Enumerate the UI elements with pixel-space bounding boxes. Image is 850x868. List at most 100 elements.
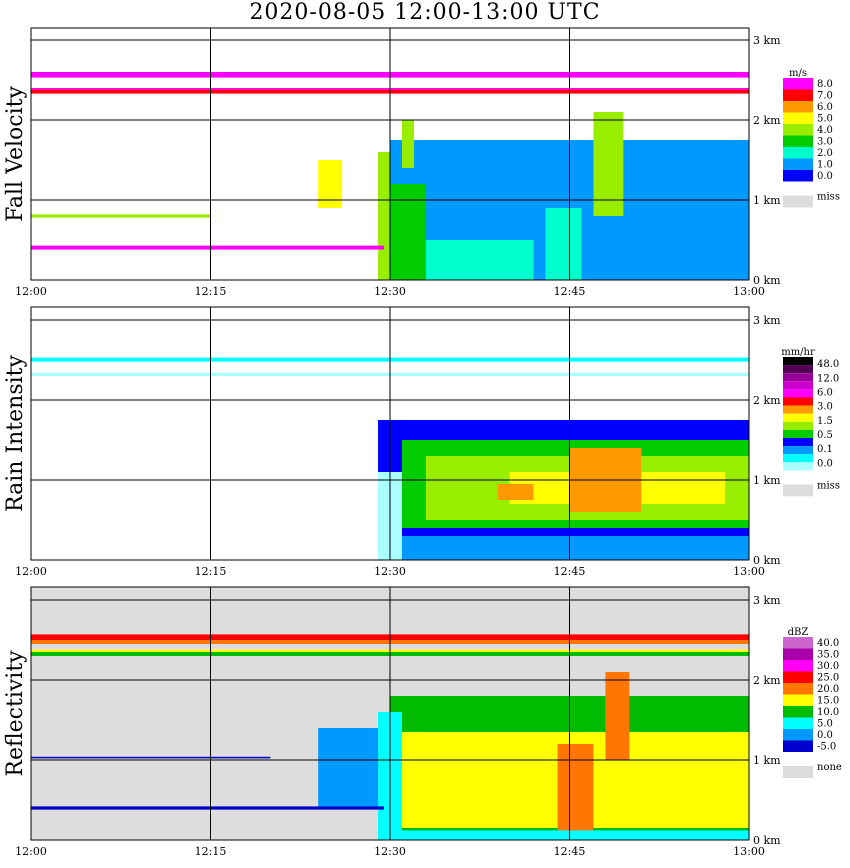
legend-missing-label: miss	[817, 480, 840, 491]
legend-level-label: 0.1	[817, 444, 833, 455]
legend-level-label: 10.0	[817, 707, 839, 718]
legend-swatch	[783, 729, 813, 741]
legend-swatch	[783, 135, 813, 147]
legend-level-label: 3.0	[817, 136, 833, 147]
legend-missing-swatch	[783, 766, 813, 778]
legend-swatch	[783, 683, 813, 695]
legend-swatch	[783, 454, 813, 463]
legend-swatch	[783, 170, 813, 182]
echo-region-6	[401, 830, 749, 840]
legend-swatch	[783, 694, 813, 706]
panel-1: 12:00 12:15 12:30 12:45 13:000 km 1 km 2 km 3 k…	[3, 27, 840, 298]
legend-level-label: 6.0	[817, 387, 833, 398]
x-tick-label: 12:15	[195, 285, 227, 298]
legend-level-label: 12.0	[817, 373, 839, 384]
x-tick-label: 12:30	[374, 845, 406, 858]
y-tick-label: 1 km	[753, 754, 781, 767]
echo-region-5	[605, 672, 630, 760]
echo-band-5	[31, 806, 385, 810]
legend-level-label: 2.0	[817, 148, 833, 159]
legend-swatch	[783, 405, 813, 414]
y-tick-label: 0 km	[753, 274, 781, 287]
y-tick-label: 1 km	[753, 474, 781, 487]
chart-title: 2020-08-05 12:00-13:00 UTC	[249, 0, 601, 25]
legend-level-label: 0.0	[817, 730, 833, 741]
x-tick-label: 12:30	[374, 565, 406, 578]
echo-region-5	[545, 208, 582, 280]
legend-swatch	[783, 706, 813, 718]
x-tick-label: 12:30	[374, 285, 406, 298]
legend-level-label: 5.0	[817, 113, 833, 124]
legend-swatch	[783, 648, 813, 660]
x-tick-label: 12:00	[15, 565, 47, 578]
y-tick-label: 2 km	[753, 394, 781, 407]
legend-swatch	[783, 124, 813, 136]
legend-swatch	[783, 147, 813, 159]
legend-swatch	[783, 446, 813, 455]
echo-band-5	[31, 214, 211, 218]
y-tick-label: 1 km	[753, 194, 781, 207]
legend-level-label: 30.0	[817, 661, 839, 672]
x-tick-label: 13:00	[733, 285, 765, 298]
legend-swatch	[783, 389, 813, 398]
x-tick-label: 12:45	[554, 845, 586, 858]
legend-level-label: 6.0	[817, 102, 833, 113]
y-tick-label: 2 km	[753, 114, 781, 127]
legend-swatch	[783, 357, 813, 366]
legend-level-label: 0.0	[817, 171, 833, 182]
legend-level-label: 4.0	[817, 125, 833, 136]
legend-swatch	[783, 740, 813, 752]
legend-swatch	[783, 381, 813, 390]
x-tick-label: 12:00	[15, 845, 47, 858]
x-tick-label: 12:15	[195, 845, 227, 858]
legend-swatch	[783, 89, 813, 101]
legend-swatch	[783, 365, 813, 374]
legend-swatch	[783, 101, 813, 113]
legend-swatch	[783, 397, 813, 406]
x-tick-label: 12:00	[15, 285, 47, 298]
legend-swatch	[783, 438, 813, 447]
plot-frame	[30, 586, 750, 841]
legend-swatch	[783, 158, 813, 170]
legend-level-label: 1.5	[817, 416, 833, 427]
legend-swatch	[783, 373, 813, 382]
legend-level-label: 40.0	[817, 638, 839, 649]
legend-swatch	[783, 429, 813, 438]
x-tick-label: 12:15	[195, 565, 227, 578]
plot-frame	[30, 306, 750, 561]
legend-swatch	[783, 413, 813, 422]
legend-unit: m/s	[789, 68, 807, 79]
x-tick-label: 13:00	[733, 845, 765, 858]
panel-3: 12:00 12:15 12:30 12:45 13:000 km 1 km 2 km 3 k…	[3, 586, 842, 858]
legend-swatch	[783, 462, 813, 471]
legend-level-label: 3.0	[817, 402, 833, 413]
legend-swatch	[783, 421, 813, 430]
legend-level-label: 1.0	[817, 159, 833, 170]
legend-level-label: 20.0	[817, 684, 839, 695]
legend-level-label: -5.0	[817, 741, 836, 752]
legend-swatch	[783, 717, 813, 729]
echo-band-4	[31, 245, 385, 250]
y-tick-label: 3 km	[753, 314, 781, 327]
panel-title: Reflectivity	[3, 650, 28, 777]
legend-swatch	[783, 112, 813, 124]
legend-level-label: 35.0	[817, 649, 839, 660]
legend-missing-label: miss	[817, 192, 840, 203]
echo-region-7	[318, 728, 379, 808]
legend-level-label: 0.0	[817, 458, 833, 469]
y-tick-label: 3 km	[753, 594, 781, 607]
echo-region-8	[318, 160, 343, 208]
x-tick-label: 12:45	[554, 565, 586, 578]
echo-region-8	[401, 536, 749, 560]
legend-level-label: 15.0	[817, 695, 839, 706]
legend-swatch	[783, 671, 813, 683]
legend-swatch	[783, 78, 813, 90]
panel-2: 12:00 12:15 12:30 12:45 13:000 km 1 km 2 km 3 k…	[3, 306, 840, 578]
legend-missing-swatch	[783, 484, 813, 497]
echo-region-4	[557, 744, 594, 832]
legend-level-label: 0.5	[817, 430, 833, 441]
legend-missing-label: none	[817, 762, 842, 773]
legend-missing-swatch	[783, 195, 813, 208]
y-tick-label: 0 km	[753, 554, 781, 567]
